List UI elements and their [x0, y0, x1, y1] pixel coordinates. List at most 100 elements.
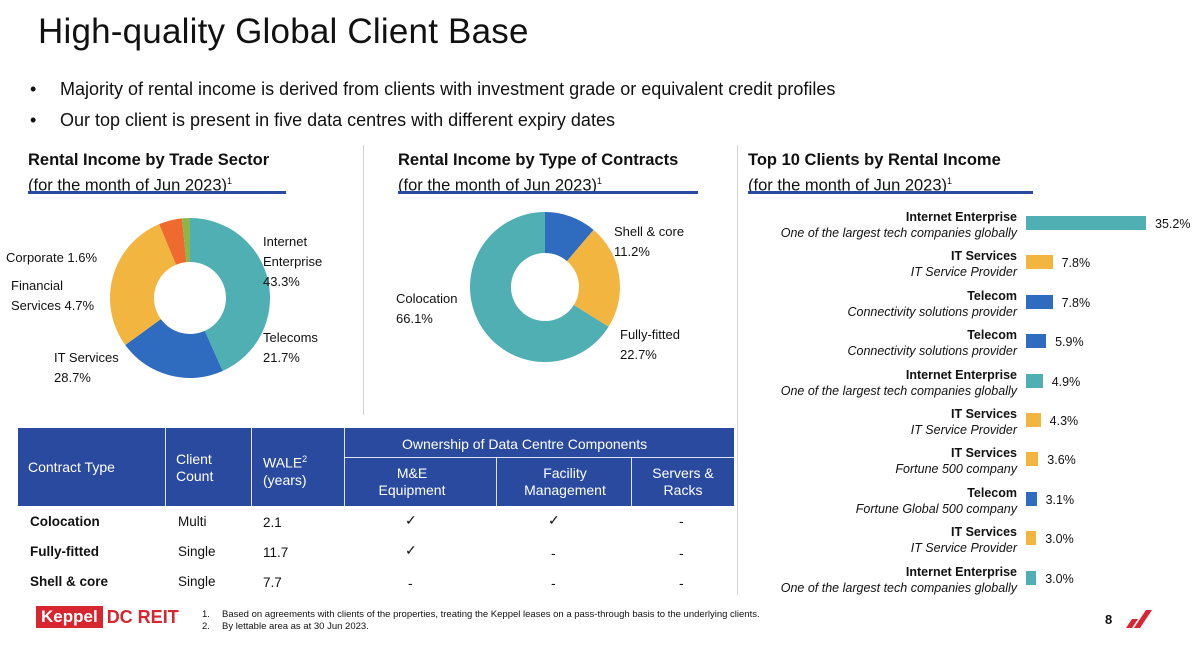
client-bar	[1026, 334, 1047, 349]
slice-it-services	[110, 224, 177, 346]
logo-keppel: Keppel	[36, 606, 103, 628]
client-description-label: Fortune Global 500 company	[855, 501, 1017, 516]
label-internet-enterprise: Internet Enterprise 43.3%	[263, 234, 323, 289]
top10-title: Top 10 Clients by Rental Income (for the…	[748, 151, 1001, 195]
cell-fm: -	[551, 575, 556, 591]
section-divider	[363, 145, 364, 415]
client-bar-value: 7.8%	[1061, 256, 1091, 271]
client-description-label: Connectivity solutions provider	[847, 344, 1017, 359]
th-facility-management: Facility Management	[524, 465, 606, 498]
cell-client-count: Single	[178, 574, 216, 589]
trade-sector-title: Rental Income by Trade Sector (for the m…	[28, 151, 270, 195]
slice-internet-enterprise	[190, 218, 270, 372]
cell-client-count: Multi	[178, 514, 207, 529]
cell-contract-type: Shell & core	[30, 574, 109, 589]
contracts-underline	[398, 191, 698, 194]
client-bar	[1026, 491, 1037, 506]
label-financial-services: Financial Services 4.7%	[11, 278, 95, 313]
client-bar	[1026, 216, 1146, 230]
page-title: High-quality Global Client Base	[38, 12, 529, 51]
slice-shell-core	[545, 212, 594, 262]
client-name-label: IT Services	[950, 407, 1017, 421]
client-description-label: One of the largest tech companies global…	[780, 580, 1017, 595]
cell-me: ✓	[405, 512, 417, 528]
client-bar-value: 3.1%	[1045, 492, 1075, 507]
client-name-label: Telecom	[967, 328, 1017, 343]
th-ownership: Ownership of Data Centre Components	[402, 436, 648, 452]
cell-wale: 7.7	[263, 575, 282, 590]
client-description-label: IT Service Provider	[910, 541, 1017, 556]
slice-fully-fitted	[566, 229, 620, 327]
cell-sr: -	[679, 545, 684, 561]
client-bar-value: 4.9%	[1051, 374, 1081, 389]
client-bar-value: 3.0%	[1045, 532, 1074, 547]
client-bar-value: 5.9%	[1055, 335, 1084, 350]
logo-dc-reit: DC REIT	[106, 606, 179, 627]
contracts-title: Rental Income by Type of Contracts (for …	[398, 151, 679, 195]
client-bar	[1026, 294, 1053, 309]
client-bar-value: 3.6%	[1047, 453, 1076, 468]
client-name-label: IT Services	[950, 446, 1017, 461]
footnote-2: 2. By lettable area as at 30 Jun 2023.	[202, 621, 369, 632]
client-bar	[1026, 452, 1039, 467]
footnotes: 1. Based on agreements with clients of th…	[202, 609, 760, 633]
client-bar	[1026, 413, 1041, 427]
label-colocation: Colocation 66.1%	[396, 291, 458, 326]
cell-me: -	[408, 575, 413, 591]
client-bar	[1026, 255, 1053, 270]
section-divider	[737, 145, 738, 595]
label-corporate: Corporate 1.6%	[6, 250, 98, 265]
cell-fm: ✓	[548, 512, 560, 528]
bullet-item: Majority of rental income is derived fro…	[30, 74, 835, 105]
bullet-list: Majority of rental income is derived fro…	[30, 74, 835, 136]
cell-client-count: Single	[178, 544, 216, 559]
contract-type-donut-chart	[470, 212, 620, 362]
cell-wale: 2.1	[263, 515, 282, 530]
client-bar	[1026, 570, 1037, 585]
cell-fm: -	[551, 545, 556, 561]
bullet-item: Our top client is present in five data c…	[30, 105, 835, 136]
cell-contract-type: Fully-fitted	[30, 544, 99, 559]
slice-colocation	[470, 212, 609, 362]
cell-wale: 11.7	[263, 545, 289, 560]
client-description-label: One of the largest tech companies global…	[780, 226, 1017, 240]
footnote-1: 1. Based on agreements with clients of th…	[202, 609, 760, 620]
client-bar-value: 35.2%	[1155, 217, 1191, 231]
client-bar-value: 7.8%	[1061, 295, 1091, 310]
page-number: 8	[1105, 612, 1113, 627]
client-bar	[1026, 373, 1043, 388]
cell-me: ✓	[405, 542, 417, 558]
client-name-label: IT Services	[950, 249, 1017, 264]
slice-corporate	[181, 218, 190, 263]
client-bar-value: 4.3%	[1049, 414, 1079, 428]
client-description-label: Connectivity solutions provider	[847, 304, 1017, 319]
trade-sector-underline	[28, 191, 286, 194]
cell-sr: -	[679, 513, 684, 529]
client-description-label: One of the largest tech companies global…	[780, 383, 1017, 398]
trade-sector-donut-chart	[110, 218, 270, 378]
client-name-label: Internet Enterprise	[905, 210, 1017, 224]
slice-telecoms	[125, 319, 223, 378]
client-name-label: Telecom	[967, 485, 1017, 500]
label-fully-fitted: Fully-fitted 22.7%	[620, 327, 680, 362]
th-wale: WALE2 (years)	[263, 454, 308, 488]
client-name-label: IT Services	[950, 525, 1017, 540]
client-bar	[1026, 531, 1037, 546]
client-name-label: Telecom	[967, 288, 1017, 303]
keppel-slash-mark	[1126, 610, 1152, 628]
th-servers-racks: Servers & Racks	[652, 465, 714, 498]
slice-financial-services	[159, 218, 187, 265]
th-client-count: Client Count	[176, 451, 214, 484]
cell-contract-type: Colocation	[30, 514, 100, 529]
client-bar-value: 3.0%	[1045, 571, 1074, 586]
client-description-label: IT Service Provider	[910, 423, 1017, 437]
th-contract-type: Contract Type	[28, 459, 115, 475]
client-description-label: IT Service Provider	[910, 265, 1017, 280]
label-telecoms: Telecoms 21.7%	[263, 330, 318, 365]
th-me-equipment: M&E Equipment	[378, 465, 446, 498]
client-description-label: Fortune 500 company	[895, 462, 1017, 477]
keppel-dc-reit-logo: Keppel DC REIT	[36, 606, 179, 628]
top10-underline	[748, 191, 1033, 194]
client-name-label: Internet Enterprise	[905, 367, 1017, 382]
client-name-label: Internet Enterprise	[905, 564, 1017, 579]
